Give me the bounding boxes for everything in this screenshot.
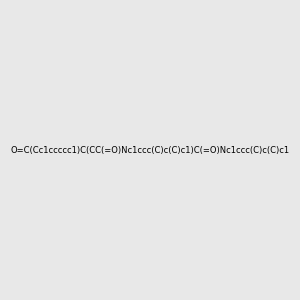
Text: O=C(Cc1ccccc1)C(CC(=O)Nc1ccc(C)c(C)c1)C(=O)Nc1ccc(C)c(C)c1: O=C(Cc1ccccc1)C(CC(=O)Nc1ccc(C)c(C)c1)C(… xyxy=(11,146,290,154)
